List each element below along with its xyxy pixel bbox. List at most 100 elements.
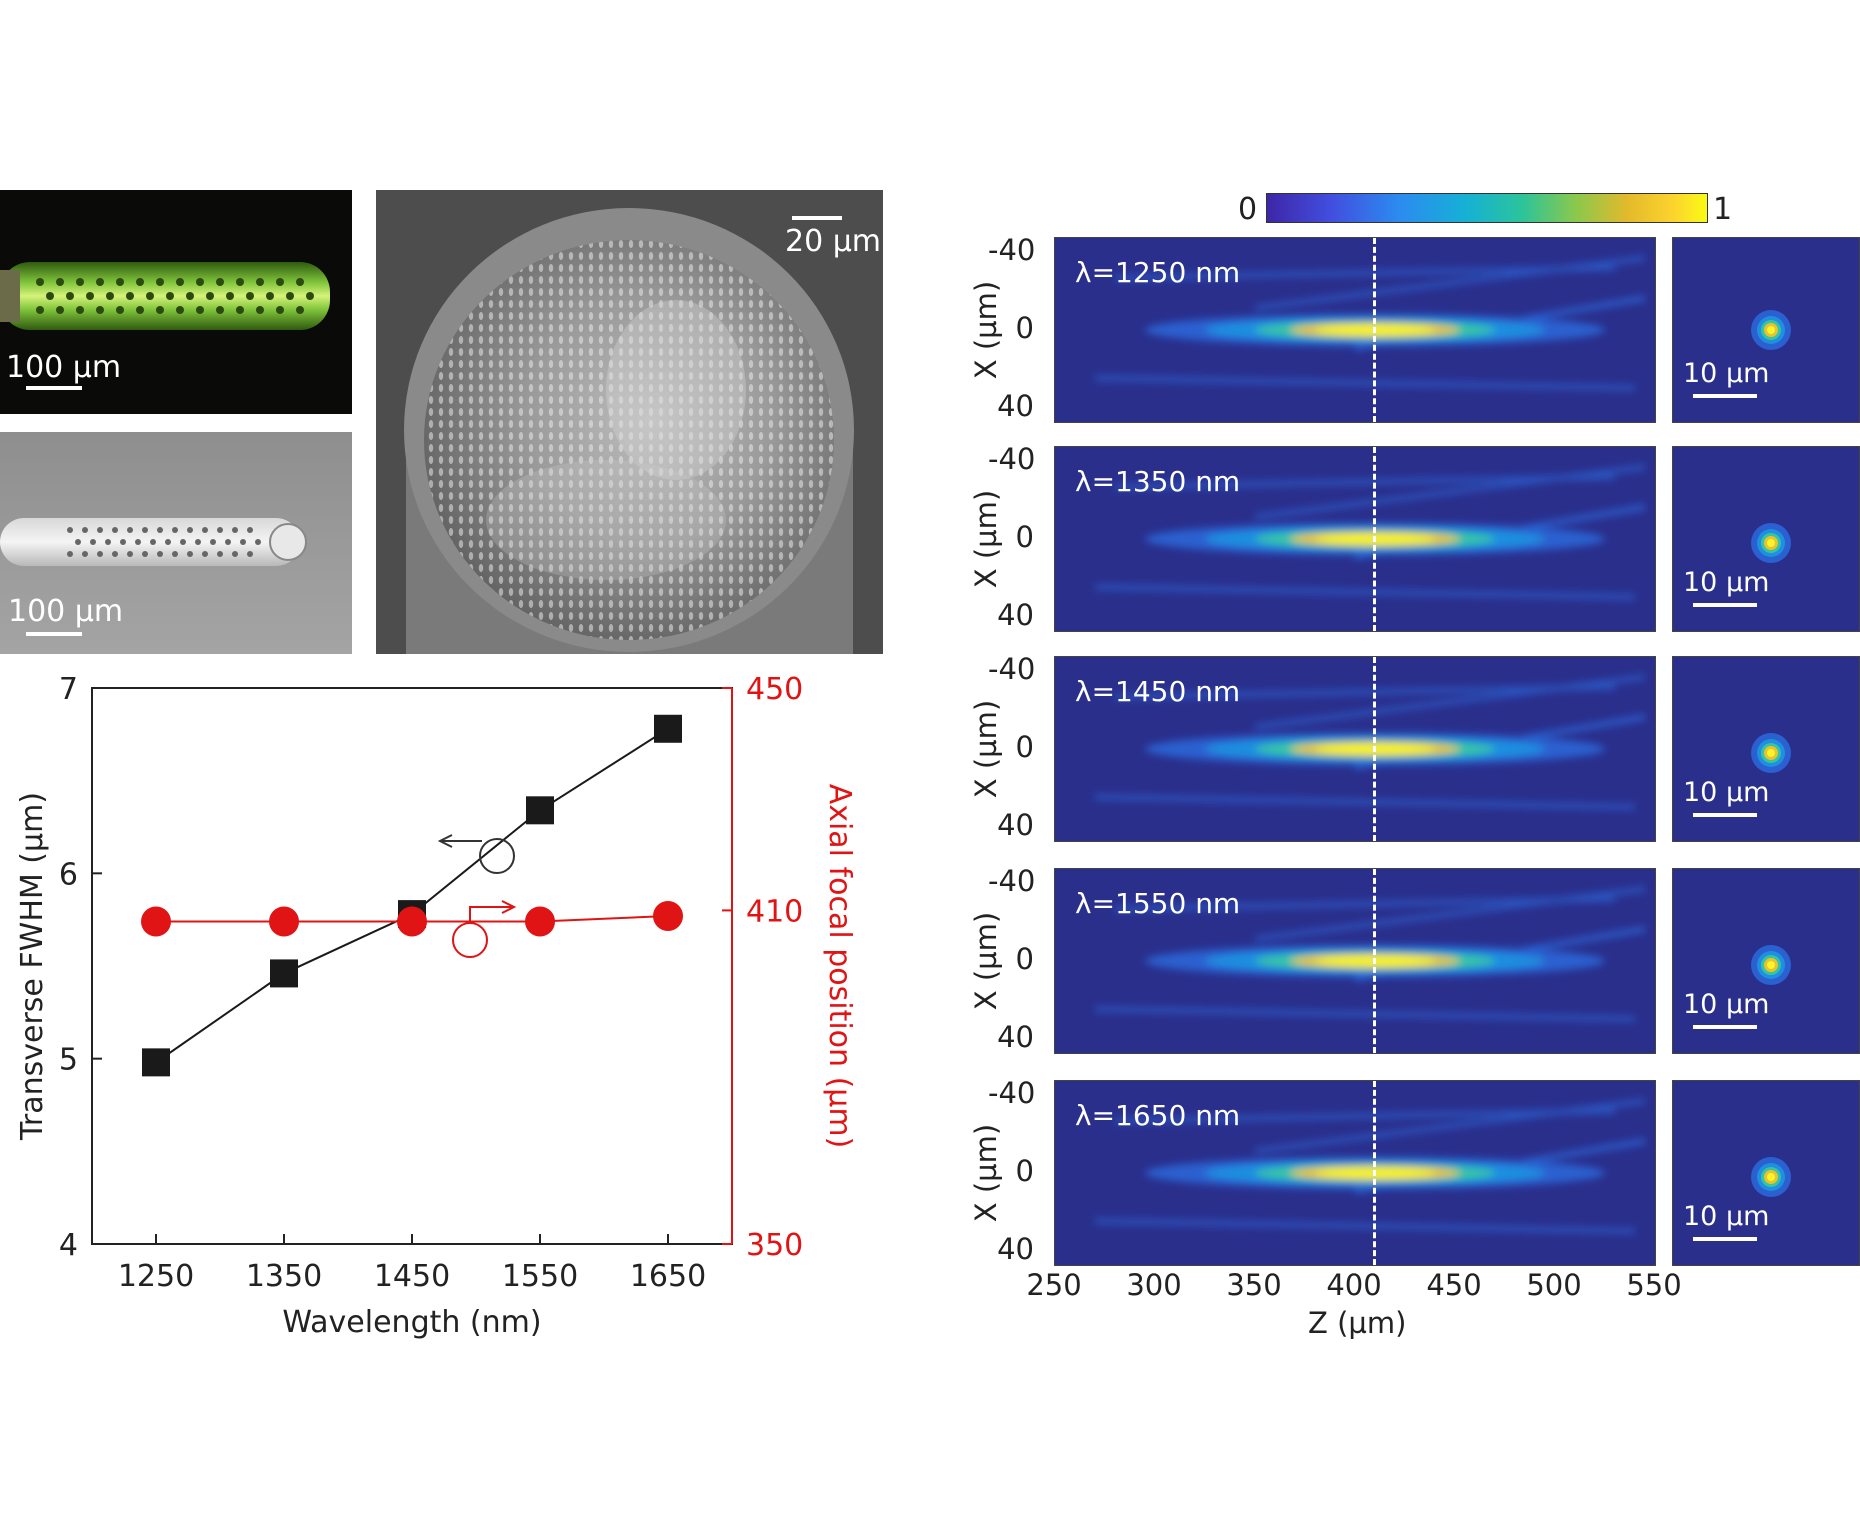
x-tick-label: 1350 <box>246 1259 322 1294</box>
scale-label: 10 µm <box>1683 989 1770 1020</box>
scale-bar <box>26 632 82 636</box>
x-axis-tick: 40 <box>997 598 1034 632</box>
wavelength-label: λ=1250 nm <box>1075 256 1241 289</box>
y-axis-label: Transverse FWHM (µm) <box>15 792 50 1141</box>
fwhm-focal-chart: 4 5 6 7 350 410 450 1250 1350 1450 1550 1650 Wavelen… <box>15 672 857 1340</box>
scale-bar <box>1693 1025 1757 1029</box>
focal-position-line <box>1373 657 1376 841</box>
colorbar-max-label: 1 <box>1713 192 1733 227</box>
y2-tick-label: 350 <box>746 1228 803 1263</box>
x-tick-label: 1450 <box>374 1259 450 1294</box>
x-axis-tick: 40 <box>997 1020 1034 1054</box>
y-tick-label: 6 <box>59 857 78 892</box>
focal-position-line <box>1373 447 1376 631</box>
data-point-circle <box>397 906 427 937</box>
intensity-map: λ=1650 nm <box>1054 1080 1656 1266</box>
x-axis-tick: 0 <box>1015 730 1034 764</box>
x-tick-label: 1250 <box>118 1259 194 1294</box>
scale-label: 10 µm <box>1683 358 1770 389</box>
focal-spot-image: 10 µm <box>1672 656 1860 842</box>
x-axis-tick: 0 <box>1015 1154 1034 1188</box>
data-point-square <box>142 1048 170 1077</box>
x-axis-tick: 0 <box>1015 942 1034 976</box>
data-point-circle <box>141 906 171 937</box>
scale-label: 10 µm <box>1683 1201 1770 1232</box>
data-point-square <box>654 714 682 743</box>
right-arrow-head <box>501 900 517 914</box>
x-axis-tick: 40 <box>997 389 1034 423</box>
focal-position-line <box>1373 238 1376 422</box>
series-line <box>155 727 669 1064</box>
scale-bar <box>26 386 82 390</box>
scale-label: 10 µm <box>1683 777 1770 808</box>
z-axis-tick: 500 <box>1526 1268 1582 1302</box>
colorbar-min-label: 0 <box>1238 192 1258 227</box>
wavelength-label: λ=1550 nm <box>1075 887 1241 920</box>
scale-bar <box>1693 813 1757 817</box>
x-axis-label: Wavelength (nm) <box>282 1305 541 1340</box>
x-axis-tick: -40 <box>988 233 1036 267</box>
optical-image: 100 µm <box>0 432 352 654</box>
x-axis-label: X (µm) <box>969 911 1003 1011</box>
spot-graphic <box>1751 733 1791 773</box>
focal-spot-image: 10 µm <box>1672 1080 1860 1266</box>
x-axis-tick: -40 <box>988 1076 1036 1110</box>
x-axis-tick: -40 <box>988 864 1036 898</box>
scale-bar <box>1693 1237 1757 1241</box>
scale-label: 100 µm <box>8 594 124 629</box>
focal-spot-image: 10 µm <box>1672 446 1860 632</box>
data-point-circle <box>269 906 299 937</box>
z-axis-tick: 550 <box>1626 1268 1682 1302</box>
x-axis-tick: 0 <box>1015 311 1034 345</box>
x-axis-tick: 0 <box>1015 520 1034 554</box>
y-tick-label: 7 <box>59 672 78 707</box>
y2-axis-label: Axial focal position (µm) <box>822 784 857 1149</box>
wavelength-label: λ=1450 nm <box>1075 675 1241 708</box>
x-axis-label: X (µm) <box>969 489 1003 589</box>
x-axis-label: X (µm) <box>969 280 1003 380</box>
plot-frame <box>91 687 733 1245</box>
y2-tick-label: 410 <box>746 894 803 929</box>
colorbar <box>1266 193 1708 223</box>
scale-bar <box>1693 603 1757 607</box>
y-tick-label: 4 <box>59 1228 78 1263</box>
scale-label: 10 µm <box>1683 567 1770 598</box>
spot-graphic <box>1751 945 1791 985</box>
focal-spot-image: 10 µm <box>1672 868 1860 1054</box>
sem-image: 20 µm <box>376 190 883 654</box>
x-axis-label: X (µm) <box>969 1123 1003 1223</box>
z-axis-tick: 300 <box>1126 1268 1182 1302</box>
fiber-fluorescence-graphic <box>0 262 330 330</box>
x-axis-label: X (µm) <box>969 699 1003 799</box>
data-point-circle <box>653 900 683 931</box>
left-axis-indicator-circle <box>479 838 515 874</box>
z-axis-tick: 250 <box>1026 1268 1082 1302</box>
scale-bar <box>792 216 842 220</box>
y-tick-label: 5 <box>59 1043 78 1078</box>
intensity-map: λ=1250 nm <box>1054 237 1656 423</box>
left-arrow-head <box>437 834 453 848</box>
x-tick-label: 1550 <box>502 1259 578 1294</box>
fluorescence-image: 100 µm <box>0 190 352 414</box>
spot-graphic <box>1751 523 1791 563</box>
fiber-optical-graphic <box>0 518 307 566</box>
spot-graphic <box>1751 310 1791 350</box>
data-point-square <box>526 796 554 825</box>
scale-label: 100 µm <box>6 350 122 385</box>
right-axis-indicator-arrow <box>469 906 512 923</box>
wavelength-label: λ=1650 nm <box>1075 1099 1241 1132</box>
scale-label: 20 µm <box>785 224 882 259</box>
z-axis-tick: 450 <box>1426 1268 1482 1302</box>
z-axis-label: Z (µm) <box>1308 1306 1407 1340</box>
scale-bar <box>1693 394 1757 398</box>
x-axis-tick: -40 <box>988 652 1036 686</box>
x-axis-tick: -40 <box>988 442 1036 476</box>
x-tick-label: 1650 <box>630 1259 706 1294</box>
right-axis-indicator-circle <box>452 922 488 958</box>
intensity-map: λ=1450 nm <box>1054 656 1656 842</box>
wavelength-label: λ=1350 nm <box>1075 465 1241 498</box>
focal-spot-image: 10 µm <box>1672 237 1860 423</box>
z-axis-tick: 400 <box>1326 1268 1382 1302</box>
data-point-square <box>270 959 298 988</box>
intensity-map: λ=1350 nm <box>1054 446 1656 632</box>
